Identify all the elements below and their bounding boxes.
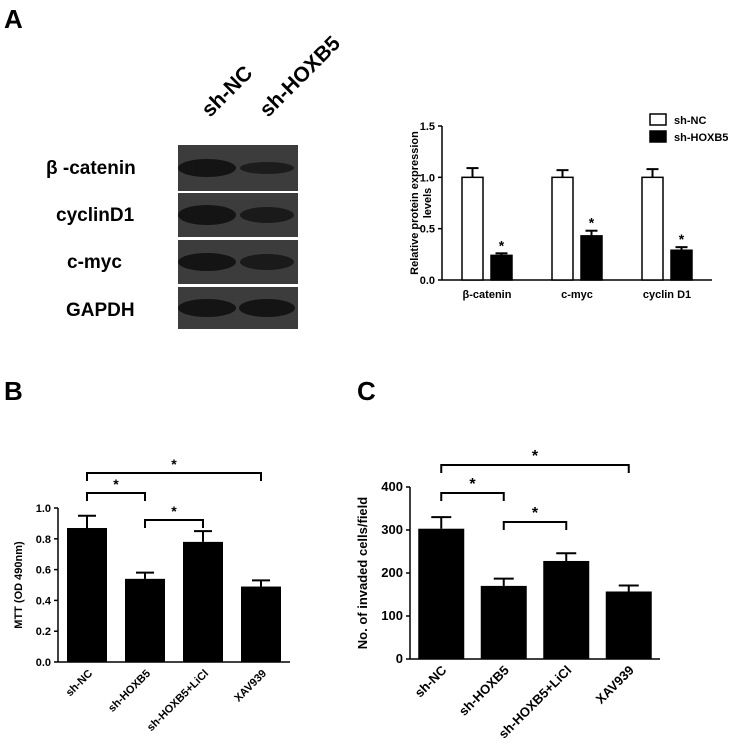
y-axis-label: levels <box>422 188 434 219</box>
y-tick-label: 400 <box>381 479 403 494</box>
blot-row-label-gapdh: GAPDH <box>66 300 135 321</box>
y-tick-label: 1.5 <box>420 121 435 133</box>
bar-a-sh-nc-cyclin-d1 <box>641 176 664 281</box>
blot-row-label-cyclind1: cyclinD1 <box>56 205 135 226</box>
band-cyclind1-sh-hoxb5 <box>240 207 294 223</box>
y-tick-label: 200 <box>381 565 403 580</box>
x-tick-label: sh-HOXB5 <box>456 663 512 719</box>
x-tick-label: β-catenin <box>463 289 512 301</box>
blot-row-label-beta-catenin: β -catenin <box>46 158 136 179</box>
significance-star: * <box>171 503 177 519</box>
y-tick-label: 0.8 <box>36 534 51 546</box>
blot-lane-label-sh-nc: sh-NC <box>197 62 257 122</box>
y-tick-label: 0.6 <box>36 565 51 577</box>
significance-star: * <box>113 476 119 492</box>
significance-star: * <box>589 215 595 231</box>
x-tick-label: sh-NC <box>64 668 95 699</box>
chart-c-invasion: 0 100 200 300 400 No. of invaded cells/field s… <box>355 448 660 741</box>
significance-star: * <box>171 456 177 472</box>
significance-bracket <box>144 519 204 528</box>
band-cyclind1-sh-nc <box>178 205 236 225</box>
y-tick-label: 1.0 <box>36 503 51 515</box>
x-tick-label: c-myc <box>561 289 593 301</box>
bar-sh-nc <box>67 528 107 662</box>
legend-swatch-sh-nc <box>649 113 667 126</box>
panel-label-c: C <box>357 376 376 406</box>
band-beta-catenin-sh-nc <box>178 159 236 177</box>
significance-bracket <box>502 521 568 530</box>
panel-label-b: B <box>4 376 23 406</box>
bar-a-sh-hoxb5-catenin <box>490 254 513 281</box>
y-tick-label: 0.0 <box>420 275 435 287</box>
y-axis-label: Relative protein expression <box>409 131 421 275</box>
significance-bracket <box>86 472 262 481</box>
western-blot: sh-NC sh-HOXB5 β -catenin cyclinD1 c-myc… <box>46 32 345 329</box>
y-axis-label: MTT (OD 490nm) <box>13 541 25 629</box>
significance-bracket <box>440 464 630 473</box>
blot-lane-label-sh-hoxb5: sh-HOXB5 <box>255 32 345 122</box>
x-tick-label: sh-HOXB5 <box>106 668 153 715</box>
significance-star: * <box>532 448 539 465</box>
bar-sh-hoxb5 <box>125 578 165 662</box>
legend-label-sh-hoxb5: sh-HOXB5 <box>674 132 728 144</box>
x-tick-label: cyclin D1 <box>643 289 691 301</box>
band-beta-catenin-sh-hoxb5 <box>240 162 294 174</box>
y-tick-label: 0 <box>396 651 403 666</box>
blot-row-label-c-myc: c-myc <box>67 252 122 273</box>
x-tick-label: XAV939 <box>593 663 637 707</box>
x-tick-label: XAV939 <box>232 668 269 705</box>
bar-a-sh-hoxb5-c-myc <box>580 235 603 281</box>
band-c-myc-sh-hoxb5 <box>240 254 294 270</box>
significance-bracket <box>440 492 505 501</box>
significance-star: * <box>532 505 539 522</box>
y-tick-label: 0.5 <box>420 224 435 236</box>
bar-a-sh-hoxb5-cyclin-d1 <box>670 249 693 281</box>
y-tick-label: 1.0 <box>420 172 435 184</box>
y-tick-label: 0.0 <box>36 657 51 669</box>
legend-swatch-sh-hoxb5 <box>649 130 667 143</box>
significance-star: * <box>679 231 685 247</box>
x-tick-label: sh-HOXB5+LiCl <box>145 668 211 734</box>
chart-b-mtt: 0.0 0.2 0.4 0.6 0.8 1.0 MTT (OD 490nm) sh-NC sh-… <box>13 456 290 734</box>
y-tick-label: 100 <box>381 608 403 623</box>
x-tick-label: sh-NC <box>412 662 450 700</box>
bar-a-sh-nc-catenin <box>461 176 484 281</box>
y-tick-label: 0.4 <box>36 595 52 607</box>
bar-sh-hoxb5-licl <box>183 541 223 662</box>
y-tick-label: 300 <box>381 522 403 537</box>
bar-a-sh-nc-c-myc <box>551 176 574 281</box>
y-axis-label: No. of invaded cells/field <box>355 497 370 649</box>
bar-sh-hoxb5 <box>480 585 527 659</box>
significance-bracket <box>86 492 146 501</box>
bar-sh-nc <box>418 528 465 659</box>
band-gapdh-sh-nc <box>178 299 236 317</box>
legend-label-sh-nc: sh-NC <box>674 115 706 127</box>
bar-xav939 <box>605 591 652 659</box>
y-tick-label: 0.2 <box>36 626 51 638</box>
significance-star: * <box>499 237 505 253</box>
blot-image <box>178 145 298 329</box>
panel-label-a: A <box>4 4 23 34</box>
band-c-myc-sh-nc <box>178 253 236 271</box>
bar-xav939 <box>241 586 281 662</box>
bar-sh-hoxb5-licl <box>543 560 590 659</box>
band-gapdh-sh-hoxb5 <box>239 299 295 317</box>
significance-star: * <box>469 476 476 493</box>
